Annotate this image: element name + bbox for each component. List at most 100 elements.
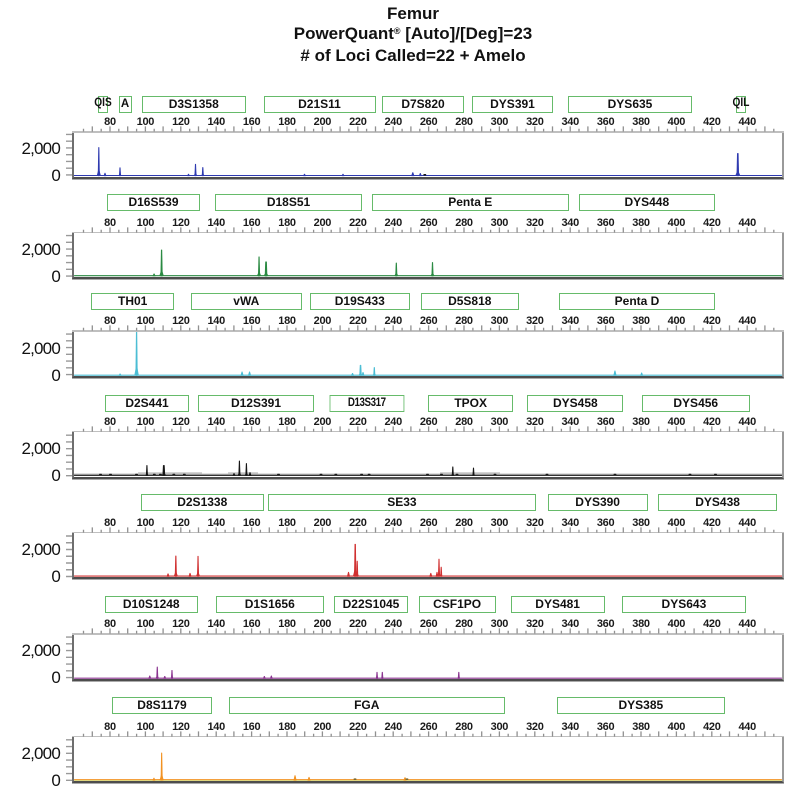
svg-text:240: 240 [384,721,402,733]
svg-text:420: 420 [703,721,721,733]
svg-text:180: 180 [278,217,296,229]
svg-text:220: 220 [349,217,367,229]
svg-text:340: 340 [561,116,579,128]
svg-text:340: 340 [561,517,579,529]
svg-text:360: 360 [597,315,615,327]
svg-text:100: 100 [137,721,155,733]
svg-text:440: 440 [738,416,756,428]
svg-text:80: 80 [104,217,116,229]
svg-text:300: 300 [491,618,509,630]
svg-text:380: 380 [632,315,650,327]
svg-text:180: 180 [278,618,296,630]
svg-text:140: 140 [207,217,225,229]
svg-text:320: 320 [526,721,544,733]
svg-text:240: 240 [384,416,402,428]
svg-text:200: 200 [314,217,332,229]
svg-text:280: 280 [455,517,473,529]
svg-text:440: 440 [738,217,756,229]
svg-text:280: 280 [455,315,473,327]
svg-text:260: 260 [420,315,438,327]
svg-text:300: 300 [491,217,509,229]
svg-text:120: 120 [172,517,190,529]
svg-text:440: 440 [738,315,756,327]
svg-text:420: 420 [703,116,721,128]
svg-text:400: 400 [668,315,686,327]
svg-text:160: 160 [243,416,261,428]
svg-text:340: 340 [561,416,579,428]
svg-text:160: 160 [243,721,261,733]
svg-text:140: 140 [207,116,225,128]
svg-text:280: 280 [455,721,473,733]
svg-text:220: 220 [349,517,367,529]
svg-text:440: 440 [738,618,756,630]
svg-text:440: 440 [738,721,756,733]
svg-text:280: 280 [455,217,473,229]
svg-text:320: 320 [526,116,544,128]
svg-text:340: 340 [561,618,579,630]
svg-text:220: 220 [349,416,367,428]
svg-text:220: 220 [349,721,367,733]
svg-text:260: 260 [420,517,438,529]
svg-text:300: 300 [491,416,509,428]
svg-text:440: 440 [738,116,756,128]
svg-text:120: 120 [172,618,190,630]
svg-text:360: 360 [597,217,615,229]
svg-text:320: 320 [526,517,544,529]
svg-text:220: 220 [349,116,367,128]
svg-text:140: 140 [207,517,225,529]
svg-text:380: 380 [632,517,650,529]
svg-text:340: 340 [561,315,579,327]
svg-text:100: 100 [137,416,155,428]
svg-text:180: 180 [278,116,296,128]
svg-text:260: 260 [420,416,438,428]
svg-text:440: 440 [738,517,756,529]
svg-text:180: 180 [278,517,296,529]
svg-text:260: 260 [420,217,438,229]
svg-text:300: 300 [491,721,509,733]
svg-text:180: 180 [278,315,296,327]
svg-text:120: 120 [172,217,190,229]
svg-text:120: 120 [172,721,190,733]
svg-text:320: 320 [526,416,544,428]
svg-text:260: 260 [420,618,438,630]
svg-text:260: 260 [420,116,438,128]
svg-text:100: 100 [137,217,155,229]
svg-text:80: 80 [104,721,116,733]
svg-text:340: 340 [561,721,579,733]
svg-text:260: 260 [420,721,438,733]
svg-text:400: 400 [668,618,686,630]
svg-text:180: 180 [278,416,296,428]
svg-text:360: 360 [597,618,615,630]
svg-text:140: 140 [207,416,225,428]
svg-text:420: 420 [703,416,721,428]
svg-text:120: 120 [172,116,190,128]
svg-text:160: 160 [243,517,261,529]
svg-text:320: 320 [526,217,544,229]
svg-text:160: 160 [243,217,261,229]
svg-text:100: 100 [137,315,155,327]
svg-text:320: 320 [526,618,544,630]
svg-text:240: 240 [384,217,402,229]
svg-text:380: 380 [632,416,650,428]
svg-text:340: 340 [561,217,579,229]
svg-text:420: 420 [703,315,721,327]
svg-text:140: 140 [207,618,225,630]
svg-text:200: 200 [314,416,332,428]
svg-text:80: 80 [104,315,116,327]
svg-text:220: 220 [349,618,367,630]
svg-text:420: 420 [703,517,721,529]
svg-text:200: 200 [314,517,332,529]
svg-text:200: 200 [314,721,332,733]
svg-text:240: 240 [384,517,402,529]
svg-text:360: 360 [597,517,615,529]
svg-text:80: 80 [104,618,116,630]
svg-text:140: 140 [207,721,225,733]
svg-text:200: 200 [314,315,332,327]
svg-text:220: 220 [349,315,367,327]
svg-text:380: 380 [632,618,650,630]
svg-text:300: 300 [491,116,509,128]
svg-text:280: 280 [455,618,473,630]
svg-text:120: 120 [172,416,190,428]
svg-text:160: 160 [243,116,261,128]
svg-text:300: 300 [491,517,509,529]
